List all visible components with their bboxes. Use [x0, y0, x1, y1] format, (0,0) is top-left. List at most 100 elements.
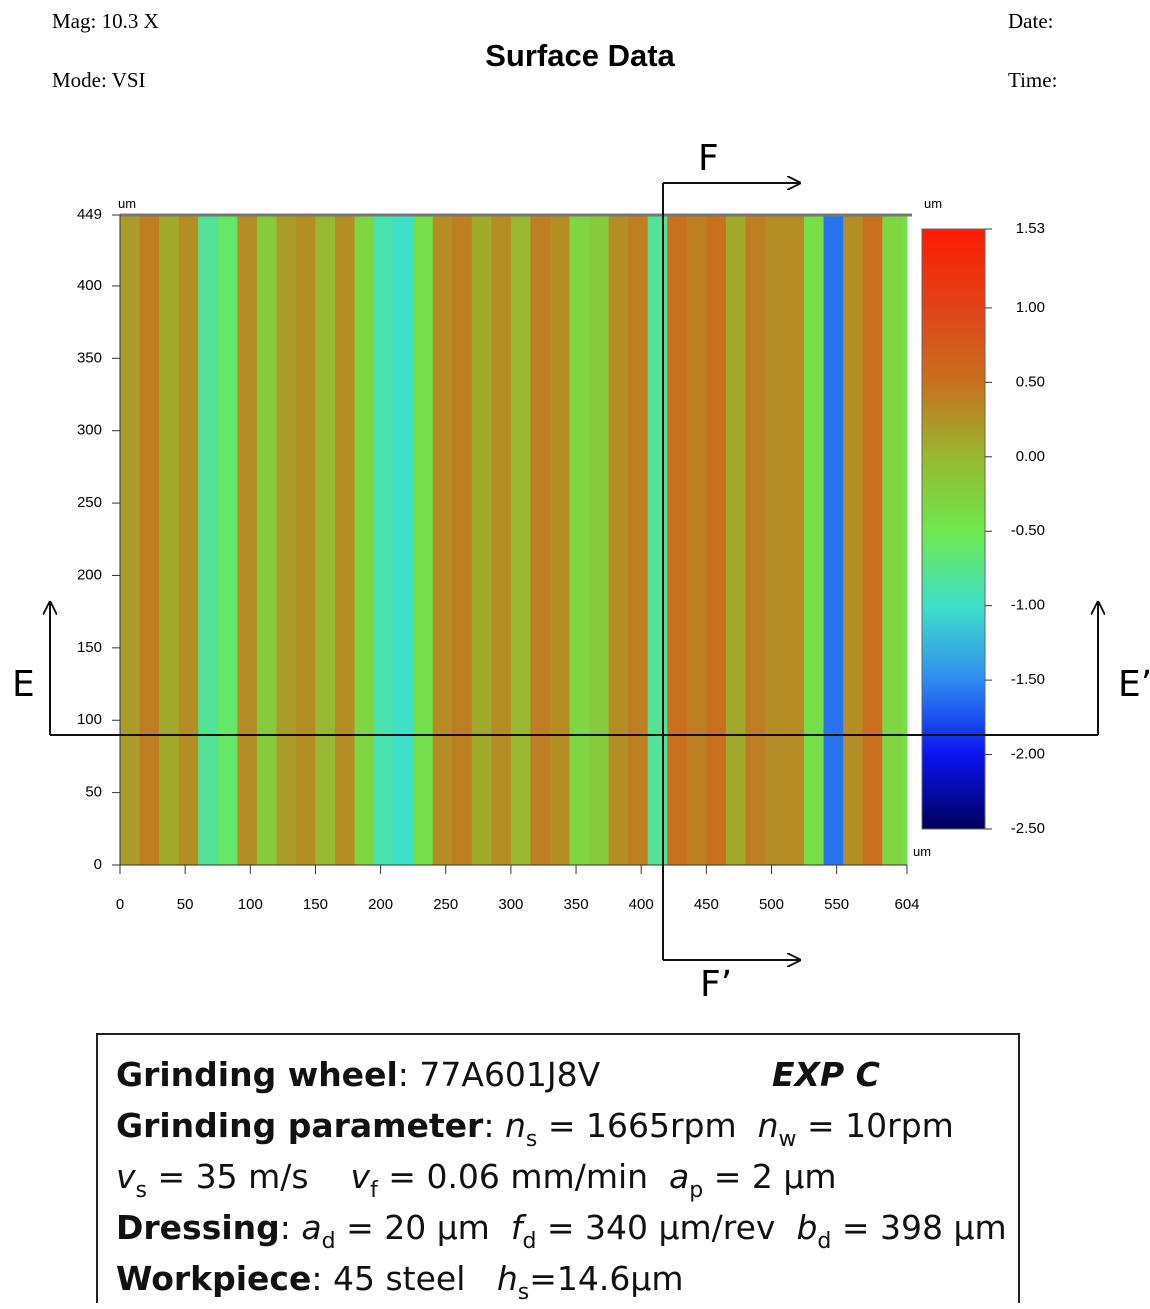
info-text: Grinding wheel	[116, 1055, 398, 1094]
section-label: E	[12, 664, 35, 705]
heatmap-cell	[745, 215, 766, 865]
info-text: f	[370, 1178, 378, 1203]
heatmap-cell	[237, 215, 258, 865]
info-text: Grinding parameter	[116, 1106, 484, 1145]
heatmap-cell	[647, 215, 668, 865]
info-text: d	[522, 1229, 537, 1254]
info-text: = 2 µm	[703, 1157, 837, 1196]
date-label: Date:	[1008, 9, 1053, 33]
info-text: = 10rpm	[796, 1106, 954, 1145]
info-line: vs = 35 m/s vf = 0.06 mm/min ap = 2 µm	[116, 1151, 1018, 1203]
info-text: v	[350, 1157, 371, 1196]
heatmap-cell	[901, 215, 908, 865]
info-text: n	[757, 1106, 779, 1145]
y-tick-label: 300	[77, 422, 102, 439]
info-text: f	[510, 1208, 523, 1247]
info-text: =14.6µm	[529, 1259, 684, 1298]
x-tick-label: 250	[433, 896, 458, 913]
time-label: Time:	[1008, 68, 1057, 92]
x-tick-label: 0	[116, 896, 124, 913]
info-text: d	[817, 1229, 832, 1254]
info-text: = 0.06 mm/min	[377, 1157, 670, 1196]
y-tick-label: 0	[94, 856, 102, 873]
info-text: h	[496, 1259, 518, 1298]
y-tick-label: 449	[77, 206, 102, 223]
colorbar	[921, 228, 986, 830]
y-tick-label: 400	[77, 277, 102, 294]
heatmap-cell	[764, 215, 786, 865]
info-text: d	[321, 1229, 336, 1254]
heatmap-cell	[452, 215, 473, 865]
heatmap-cell	[706, 215, 727, 865]
heatmap-cell	[198, 215, 219, 865]
section-label: F’	[700, 964, 732, 1005]
heatmap-cell	[354, 215, 375, 865]
info-text: b	[796, 1208, 818, 1247]
colorbar-tick-label: -1.00	[1011, 597, 1045, 614]
y-tick-label: 150	[77, 639, 102, 656]
info-text: = 340 µm/rev	[536, 1208, 797, 1247]
heatmap-cell	[471, 215, 492, 865]
info-text: = 35 m/s	[147, 1157, 351, 1196]
y-tick-label: 250	[77, 494, 102, 511]
heatmap-cell	[315, 215, 336, 865]
info-text: Dressing	[116, 1208, 280, 1247]
heatmap-cell	[628, 215, 649, 865]
heatmap-cell	[334, 215, 356, 865]
info-text: :	[279, 1208, 302, 1247]
info-text: Workpiece	[116, 1259, 312, 1298]
info-text: a	[669, 1157, 690, 1196]
heatmap-cell	[217, 215, 238, 865]
mode-label: Mode: VSI	[52, 68, 146, 92]
heatmap-cell	[256, 215, 277, 865]
heatmap-cell	[843, 215, 864, 865]
heatmap-cell	[276, 215, 297, 865]
y-tick-label: 350	[77, 349, 102, 366]
heatmap-cell	[491, 215, 512, 865]
heatmap-cell	[432, 215, 453, 865]
info-text: s	[135, 1178, 147, 1203]
x-tick-label: 604	[894, 896, 919, 913]
x-tick-label: 150	[303, 896, 328, 913]
info-text: :	[483, 1106, 505, 1145]
y-tick-label: 200	[77, 566, 102, 583]
heatmap-cell	[725, 215, 746, 865]
heatmap-cell	[178, 215, 199, 865]
x-tick-label: 550	[824, 896, 849, 913]
info-line: Workpiece: 45 steel hs=14.6µm	[116, 1253, 1018, 1305]
x-tick-label: 300	[498, 896, 523, 913]
heatmap-cell	[569, 215, 590, 865]
heatmap-cell	[120, 215, 141, 865]
x-unit: um	[913, 844, 931, 859]
heatmap-cell	[589, 215, 610, 865]
x-tick-label: 350	[564, 896, 589, 913]
section-label: F	[698, 138, 719, 179]
heatmap-cell	[608, 215, 629, 865]
info-text: a	[301, 1208, 322, 1247]
colorbar-tick-label: -2.00	[1011, 746, 1045, 763]
mag-label: Mag: 10.3 X	[52, 9, 159, 33]
heatmap-cell	[862, 215, 883, 865]
info-text: n	[504, 1106, 526, 1145]
info-box: Grinding wheel: 77A601J8V EXP C Grinding …	[96, 1033, 1020, 1305]
heatmap-cell	[804, 215, 825, 865]
x-tick-label: 400	[629, 896, 654, 913]
plot-area: 0 50 100 150 200 250 300 350 400 449 0 50 100 150 200 2…	[77, 206, 1045, 913]
info-text: v	[116, 1157, 136, 1196]
info-text: s	[517, 1280, 530, 1305]
info-line: Grinding parameter: ns = 1665rpm nw = 10…	[116, 1100, 1018, 1152]
info-text: : 45 steel	[311, 1259, 497, 1298]
heatmap-cell	[393, 215, 414, 865]
chart-title: Surface Data	[485, 38, 675, 73]
colorbar-tick-label: -2.50	[1011, 820, 1045, 837]
section-lines: E E’ F F’	[12, 138, 1150, 1005]
heatmap-cell	[295, 215, 316, 865]
heatmap-cell	[159, 215, 180, 865]
y-unit: um	[118, 196, 136, 211]
info-text: = 398 µm	[831, 1208, 1007, 1247]
z-unit: um	[924, 196, 942, 211]
x-tick-label: 200	[368, 896, 393, 913]
x-tick-label: 50	[177, 896, 194, 913]
